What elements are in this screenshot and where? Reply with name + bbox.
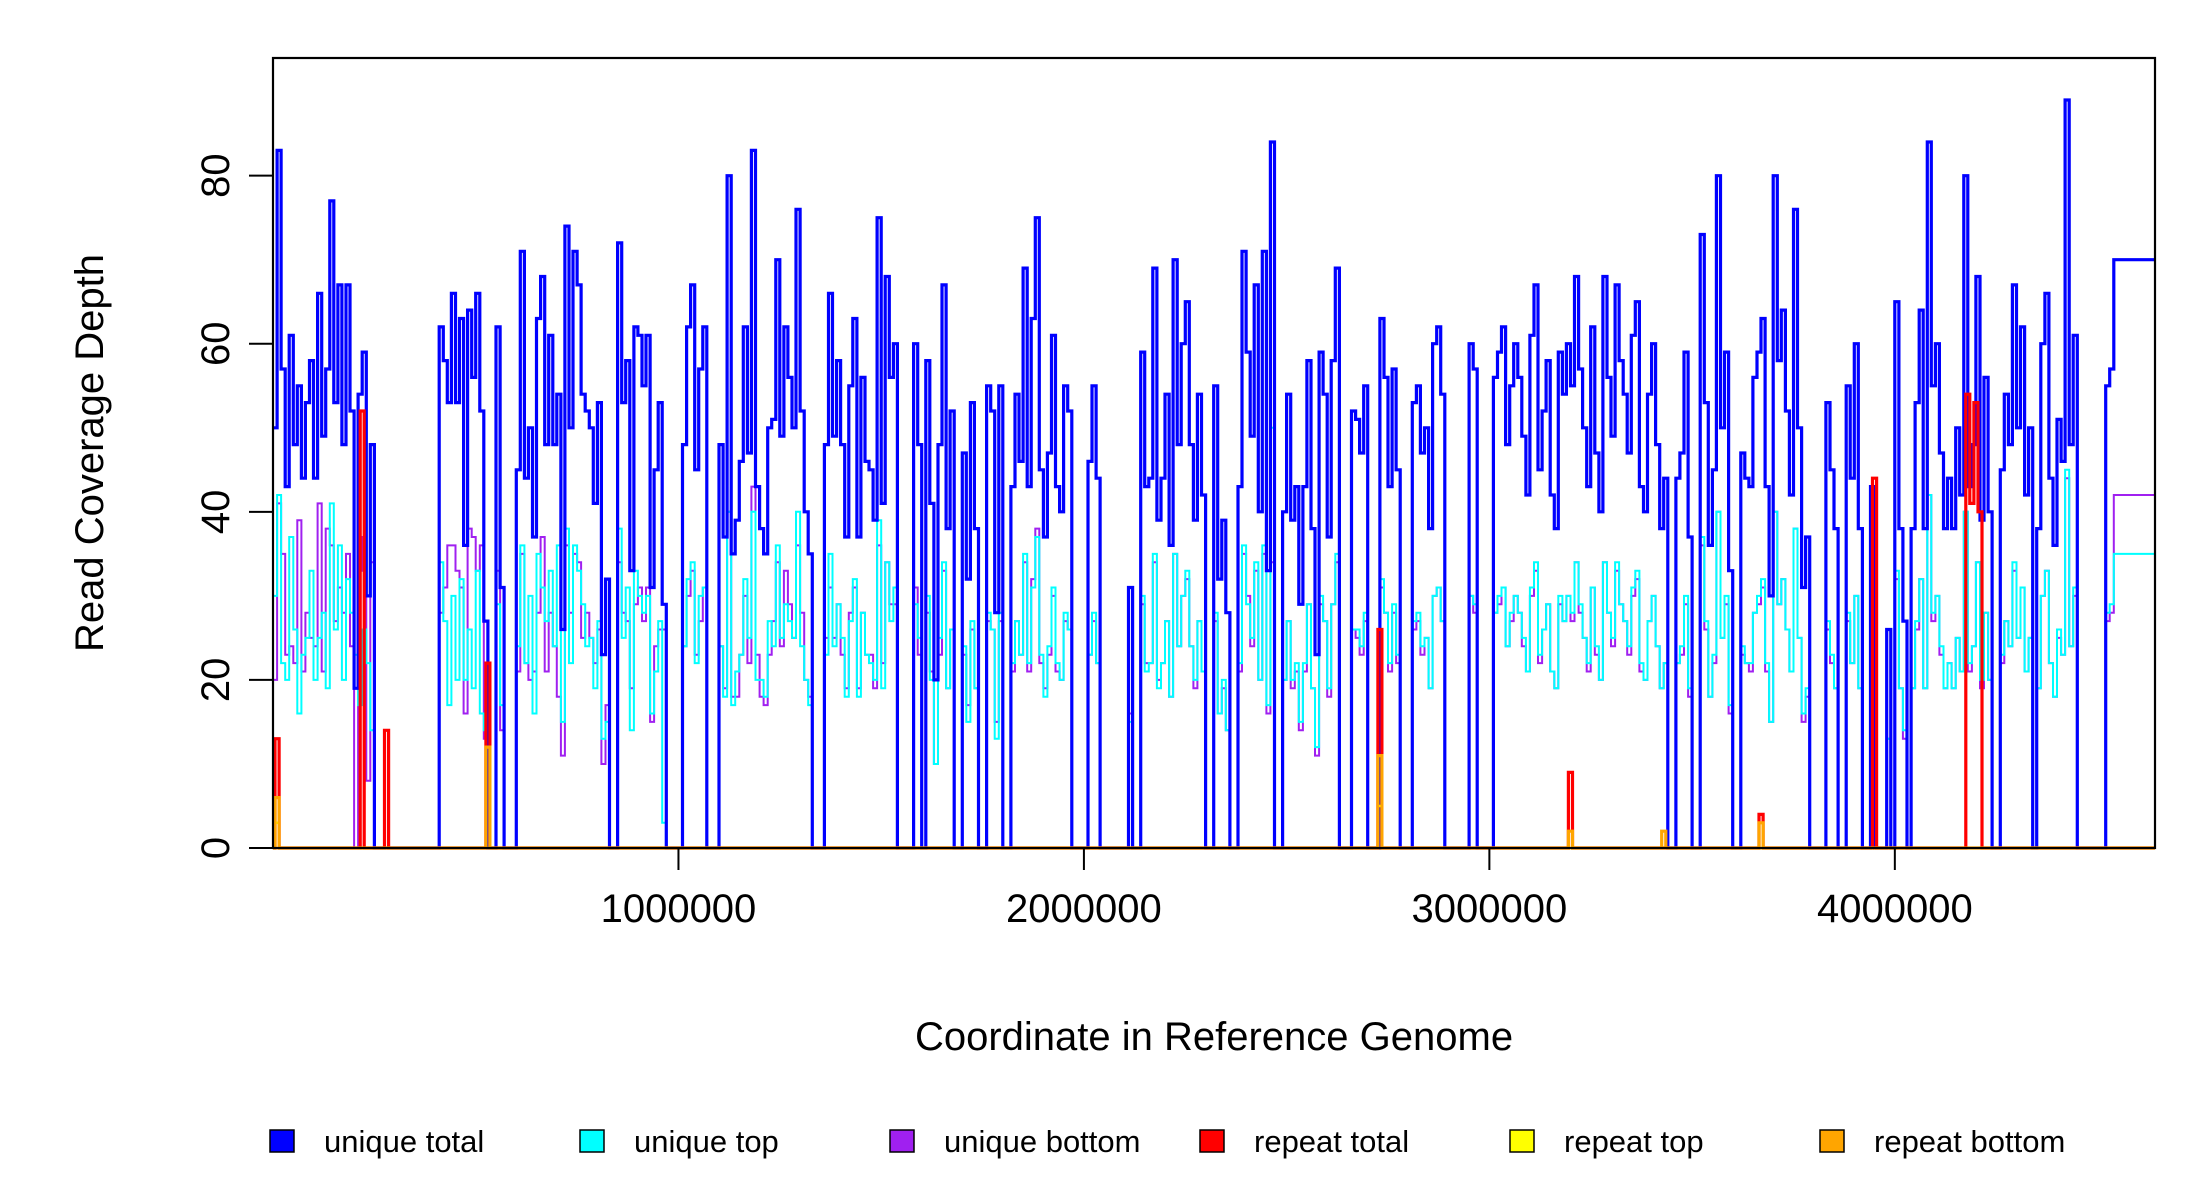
- legend-label: repeat top: [1564, 1124, 1704, 1159]
- legend-label: unique top: [634, 1124, 779, 1159]
- legend-swatch: [269, 1129, 295, 1153]
- legend: unique total unique top unique bottom repea…: [269, 1124, 2065, 1159]
- legend-label: repeat bottom: [1874, 1124, 2065, 1159]
- x-axis-title: Coordinate in Reference Genome: [915, 1015, 1513, 1059]
- y-tick-label: 60: [194, 321, 238, 366]
- x-tick-label: 4000000: [1817, 887, 1973, 931]
- legend-swatch: [1199, 1129, 1225, 1153]
- y-tick-label: 0: [194, 837, 238, 859]
- y-tick-label: 20: [194, 658, 238, 703]
- legend-label: unique bottom: [944, 1124, 1140, 1159]
- legend-swatch: [1509, 1129, 1535, 1153]
- legend-label: unique total: [324, 1124, 484, 1159]
- y-axis: 0 20 40 60 80: [194, 153, 273, 859]
- legend-label: repeat total: [1254, 1124, 1409, 1159]
- series-line-unique-total: [273, 98, 2155, 850]
- x-tick-label: 2000000: [1006, 887, 1162, 931]
- x-tick-label: 1000000: [601, 887, 757, 931]
- x-axis: 1000000 2000000 3000000 4000000: [601, 848, 1973, 931]
- plot-frame: [271, 56, 2157, 850]
- y-tick-label: 80: [194, 153, 238, 198]
- x-tick-label: 3000000: [1412, 887, 1568, 931]
- y-axis-title: Read Coverage Depth: [68, 254, 112, 652]
- legend-swatch: [579, 1129, 605, 1153]
- legend-swatch: [1819, 1129, 1845, 1153]
- y-tick-label: 40: [194, 490, 238, 535]
- legend-swatch: [889, 1129, 915, 1153]
